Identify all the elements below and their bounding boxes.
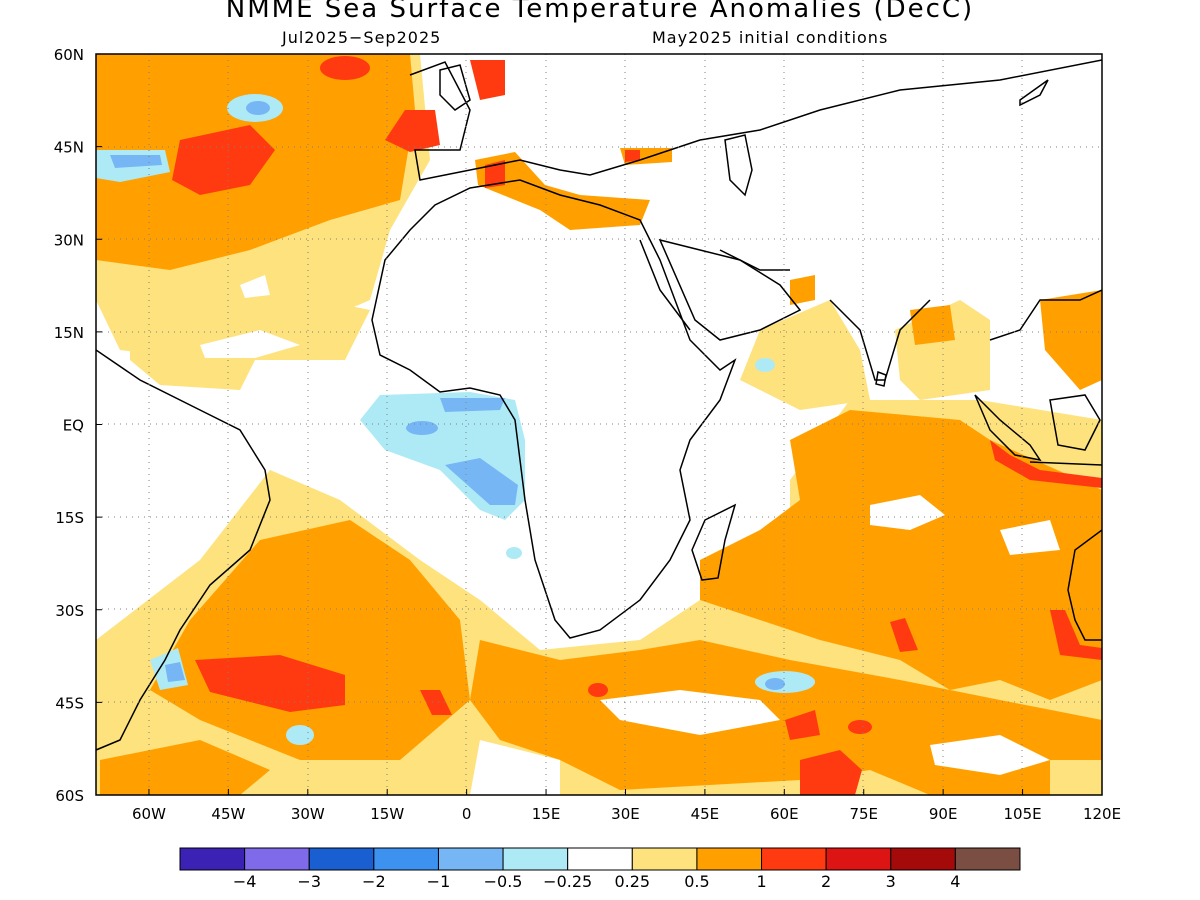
coast-sri-lanka <box>875 370 887 387</box>
coastlines <box>96 59 1102 751</box>
anomaly-field <box>96 54 1102 795</box>
colorbar-label: 4 <box>950 872 961 891</box>
coast-europe <box>409 59 1102 181</box>
colorbar <box>179 847 1021 871</box>
lat-tick-label: 60S <box>55 787 84 805</box>
lon-tick-label: 30W <box>291 805 325 823</box>
lon-tick-label: 90E <box>929 805 958 823</box>
colorbar-swatch <box>308 847 375 871</box>
colorbar-label: 2 <box>821 872 832 891</box>
coast-arabia <box>658 238 802 341</box>
lat-tick-label: 15S <box>55 509 84 527</box>
colorbar-swatch <box>761 847 827 871</box>
colorbar-swatch <box>244 847 310 871</box>
lon-tick-label: 30E <box>611 805 640 823</box>
colorbar-label: −3 <box>297 872 322 891</box>
colorbar-label: −1 <box>426 872 451 891</box>
lon-tick-label: 120E <box>1083 805 1121 823</box>
colorbar-swatch <box>567 847 633 871</box>
coast-southeast-asia <box>989 289 1102 341</box>
colorbar-swatch <box>631 847 698 871</box>
anomaly-region-indian-ocean <box>700 410 1102 700</box>
latitude-axis: 60N 45N 30N 15N EQ 15S 30S 45S 60S <box>54 46 102 805</box>
coast-persian-gulf <box>719 249 790 271</box>
coast-japan <box>1019 79 1049 107</box>
lon-tick-label: 60E <box>770 805 799 823</box>
anomaly-region-norway <box>470 60 505 100</box>
coast-madagascar <box>691 503 737 581</box>
lon-tick-label: 0 <box>462 805 472 823</box>
lon-tick-label: 15W <box>370 805 404 823</box>
coast-south-america <box>96 349 271 751</box>
colorbar-swatch <box>825 847 892 871</box>
colorbar-label: −4 <box>232 872 257 891</box>
longitude-axis: 60W 45W 30W 15W 0 15E 30E 45E 60E 75E 90E 105E 120E <box>132 789 1121 823</box>
lat-tick-label: EQ <box>63 417 84 435</box>
colorbar-swatch <box>890 847 956 871</box>
coast-red-sea <box>639 239 691 331</box>
coast-borneo <box>1049 394 1101 451</box>
colorbar-label: 3 <box>885 872 896 891</box>
lon-tick-label: 15E <box>532 805 561 823</box>
lon-tick-label: 75E <box>849 805 878 823</box>
colorbar-label: 1 <box>756 872 767 891</box>
coast-australia <box>1067 529 1102 641</box>
coast-africa <box>371 179 737 639</box>
initial-conditions: May2025 initial conditions <box>652 28 889 47</box>
colorbar-swatch <box>696 847 763 871</box>
colorbar-swatch <box>373 847 439 871</box>
lat-tick-label: 30N <box>54 231 84 249</box>
lon-tick-label: 45W <box>211 805 245 823</box>
lat-tick-label: 15N <box>54 324 84 342</box>
colorbar-swatch <box>437 847 504 871</box>
coast-java <box>1029 461 1102 466</box>
lon-tick-label: 105E <box>1004 805 1042 823</box>
anomaly-region-mediterranean <box>475 152 650 230</box>
map-title: NMME Sea Surface Temperature Anomalies (… <box>225 0 975 24</box>
colorbar-label: 0.5 <box>684 872 710 891</box>
colorbar-label: 0.25 <box>614 872 651 891</box>
anomaly-region-gulfstream <box>172 125 275 195</box>
coast-india <box>829 299 931 381</box>
lon-tick-label: 45E <box>691 805 720 823</box>
forecast-period: Jul2025−Sep2025 <box>282 28 442 47</box>
lat-tick-label: 45S <box>55 694 84 712</box>
anomaly-region-labrador <box>320 56 370 80</box>
lat-tick-label: 30S <box>55 602 84 620</box>
lon-tick-label: 60W <box>132 805 166 823</box>
coast-sumatra <box>974 394 1042 462</box>
colorbar-swatch <box>954 847 1021 871</box>
lat-tick-label: 60N <box>54 46 84 64</box>
lat-tick-label: 45N <box>54 139 84 157</box>
colorbar-label: −0.25 <box>543 872 593 891</box>
anomaly-region-biscay <box>385 110 440 152</box>
coast-british-isles <box>439 64 471 111</box>
colorbar-label: −0.5 <box>483 872 523 891</box>
colorbar-label: −2 <box>362 872 386 891</box>
coast-caspian <box>724 134 753 197</box>
colorbar-swatch <box>502 847 569 871</box>
colorbar-swatch <box>179 847 246 871</box>
